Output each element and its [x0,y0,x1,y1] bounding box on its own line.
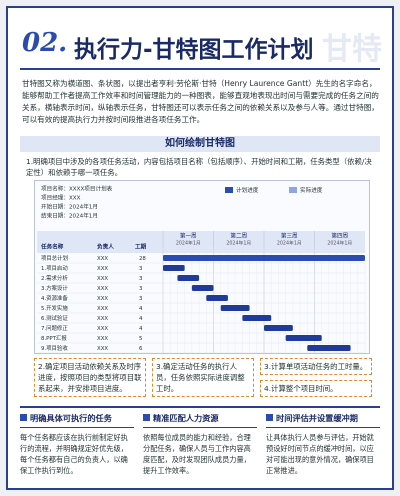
column-header: 工期 [135,243,147,251]
task-owner: XXX [97,266,108,272]
column-header: 任务名称 [40,243,64,251]
week-label: 第二周 [230,232,247,240]
month-label: 2024年1月 [176,240,201,247]
task-bar [163,265,185,271]
month-label: 2024年1月 [277,240,302,247]
tip: 明确具体可执行的任务每个任务都应该在执行前制定好执行的流程，并明确规定好优先级，… [20,412,134,476]
task-bar [220,305,250,311]
task-owner: XXX [97,326,108,332]
week-label: 第三周 [281,232,298,240]
tip-title: 时间评估并设置缓冲期 [266,412,380,428]
task-owner: XXX [97,336,108,342]
task-bar [177,275,200,281]
info-line: 项目名称：XXXX项目计划表 [41,185,113,193]
gantt-chart: 项目名称：XXXX项目计划表项目经理：XXX开始日期：2024年1月结束日期：2… [37,185,366,354]
card: 甘特 02. 执行力-甘特图工作计划 甘特图又称为横道图、条状图，以提出者亨利·… [6,6,394,490]
week-label: 第四周 [331,232,348,240]
task-days: 5 [139,336,142,342]
step-callout: 2.确定项目活动依赖关系及时序进度，按照项目的类型将项目联系起来，并安排项目进度… [34,358,146,397]
info-line: 项目经理：XXX [41,194,81,202]
tip: 精准匹配人力资源依照每位成员的能力和经验，合理分配任务，确保人员与工作内容高度匹… [143,412,257,476]
task-days: 3 [139,286,142,292]
task-days: 3 [139,276,142,282]
step-callout: 3.确定活动任务的执行人员，任务依照实际进度调整工时。 [152,358,254,397]
tip-text: 依照每位成员的能力和经验，合理分配任务，确保人员与工作内容高度匹配，及时发现团队… [143,433,251,475]
legend-swatch [225,187,233,193]
step-callout: 3.计算单项活动任务的工时量。 [260,358,372,375]
tip: 时间评估并设置缓冲期让具体执行人员参与评估，开始就预设好时间节点的缓冲时间，以应… [266,412,380,476]
step: 1.明确项目中涉及的各项任务活动，内容包括项目名称（包括顺序）、开始时间和工期，… [26,157,372,177]
task-days: 4 [139,326,143,332]
tip-title-text: 明确具体可执行的任务 [30,413,112,423]
intro: 甘特图又称为横道图、条状图，以提出者亨利·劳伦斯·甘特（Henry Lauren… [22,79,379,124]
column-header: 负责人 [97,243,114,251]
tip-text: 每个任务都应该在执行前制定好执行的流程，并明确规定好优先级，每个任务都有自己的负… [20,433,128,475]
step-callout: 4.计算整个项目时间。 [260,380,372,397]
section-title: 如何绘制甘特图 [20,136,380,152]
task-name: 1.项目启动 [41,264,68,272]
task-bar [264,325,293,331]
task-name: 5.开发实施 [41,304,68,312]
task-owner: XXX [97,296,108,302]
legend-label: 实际进度 [300,186,323,194]
legend-label: 计划进度 [236,186,259,194]
task-bar [242,315,272,321]
task-bar [191,285,214,291]
task-days: 3 [139,296,142,302]
task-owner: XXX [97,286,108,292]
task-bar [163,255,365,261]
task-owner: XXX [97,316,108,322]
task-name: 2.需求分析 [41,274,68,282]
task-bar [206,295,228,301]
task-name: 9.项目验收 [41,344,68,352]
task-bar [307,345,351,351]
task-days: 4 [139,306,143,312]
task-name: 3.方案设计 [41,284,68,292]
legend-swatch [289,187,297,193]
task-owner: XXX [97,276,108,282]
task-owner: XXX [97,306,108,312]
task-days: 6 [139,346,143,352]
task-days: 28 [139,256,146,262]
task-owner: XXX [97,256,108,262]
tip-title: 精准匹配人力资源 [143,412,257,428]
week-label: 第一周 [180,232,197,240]
tips: 明确具体可执行的任务每个任务都应该在执行前制定好执行的流程，并明确规定好优先级，… [20,406,380,488]
month-label: 2024年1月 [226,240,251,247]
task-name: 项目总计划 [41,254,68,262]
info-line: 开始日期：2024年1月 [41,203,98,211]
tip-text: 让具体执行人员参与评估，开始就预设好时间节点的缓冲时间，以应对可能出现的意外情况… [266,433,374,475]
divider [20,68,380,70]
month-label: 2024年1月 [327,240,352,247]
info-line: 结束日期：2024年1月 [41,212,98,220]
task-days: 3 [139,266,142,272]
tip-title: 明确具体可执行的任务 [20,412,134,428]
task-name: 7.问题修正 [41,324,68,332]
task-owner: XXX [97,346,108,352]
title: 执行力-甘特图工作计划 [74,37,314,63]
task-name: 6.测试验证 [41,314,68,322]
task-days: 4 [139,316,143,322]
task-name: 4.资源准备 [41,294,68,302]
section-number: 02. [22,28,68,58]
task-name: 8.PPT汇报 [41,334,67,342]
gantt-box: 项目名称：XXXX项目计划表 项目经理：XXX 开始日期：2024年1月 结束日期：2… [34,180,370,354]
watermark: 甘特 [322,32,382,67]
tip-title-text: 时间评估并设置缓冲期 [276,413,358,423]
task-bar [285,335,322,341]
header-bg [37,231,365,253]
tip-title-text: 精准匹配人力资源 [153,413,219,423]
